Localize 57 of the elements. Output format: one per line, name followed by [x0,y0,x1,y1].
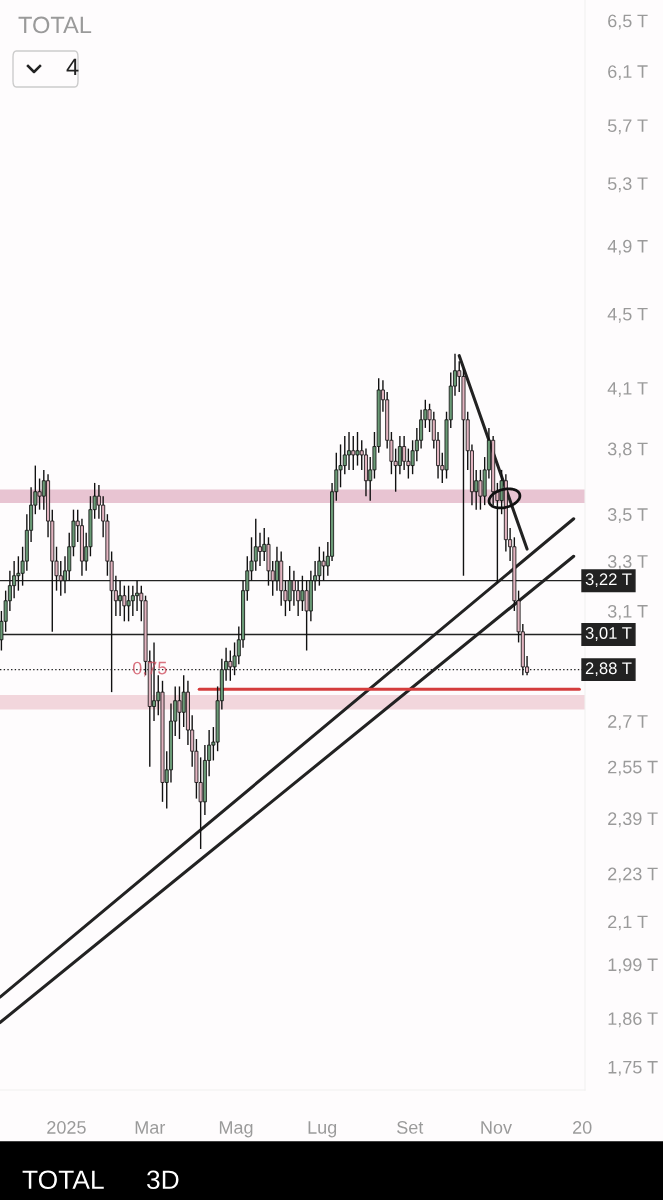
y-tick-label: 1,86 T [608,1012,658,1028]
y-tick-label: 1,99 T [608,958,658,974]
x-tick-label: Mar [135,1121,166,1134]
annotation: 4 [66,58,79,76]
candlestick [58,560,63,597]
y-tick-label: 6,5 T [608,14,648,30]
candlestick [402,435,407,471]
y-tick-label: 4,5 T [607,307,648,323]
x-tick-label: Lug [308,1121,337,1138]
candlestick [287,565,292,612]
y-tick-label: 2,39 T [608,812,658,828]
y-tick-label: 3,8 T [607,442,648,458]
y-tick-label: 3,1 T [607,604,648,620]
candlestick [274,546,279,592]
candlestick [321,550,326,582]
candlestick [300,575,305,612]
candlestick [397,435,402,475]
y-tick-label: 4,1 T [607,382,648,397]
text: TOTAL [18,16,92,34]
candlestick [317,546,322,587]
ref-line-label: 3,01 T [585,627,632,641]
x-tick-label: Set [397,1121,424,1134]
ref-line-label: 3,22 T [585,573,632,588]
y-tick-label: 2,55 T [608,760,658,776]
candlestick [126,584,131,623]
y-tick-label: 5,3 T [607,177,648,193]
candlestick [177,685,182,740]
candlestick [118,579,123,617]
candlestick [304,579,309,652]
candlestick [135,579,140,612]
candlestick [122,584,127,623]
candlestick [342,435,347,475]
candlestick [478,469,483,511]
candlestick [347,431,351,471]
candlestick [258,531,262,567]
y-tick-label: 1,75 T [608,1061,658,1076]
y-tick-label: 3,3 T [607,555,648,570]
x-tick-label: Nov [481,1121,512,1134]
y-tick-label: 2,23 T [608,867,658,883]
candlestick [130,584,135,617]
x-tick-label: 2025 [47,1121,86,1134]
x-tick-label: Mag [219,1121,253,1138]
text: 3D [147,1170,179,1190]
candlestick [355,431,360,467]
y-tick-label: 6,1 T [608,65,648,81]
candlestick [228,649,233,682]
y-tick-label: 3,5 T [607,508,648,524]
ref-line-label: 2,88 T [585,662,632,677]
y-tick-label: 2,7 T [608,715,648,730]
x-tick-label: 20 [573,1121,592,1134]
y-tick-label: 5,7 T [607,119,648,135]
candlestick [351,435,356,471]
candlestick [37,477,42,511]
text: TOTAL [22,1170,104,1190]
y-tick-label: 4,9 T [607,239,648,255]
y-tick-label: 2,1 T [608,915,648,931]
candlestick [253,518,258,572]
